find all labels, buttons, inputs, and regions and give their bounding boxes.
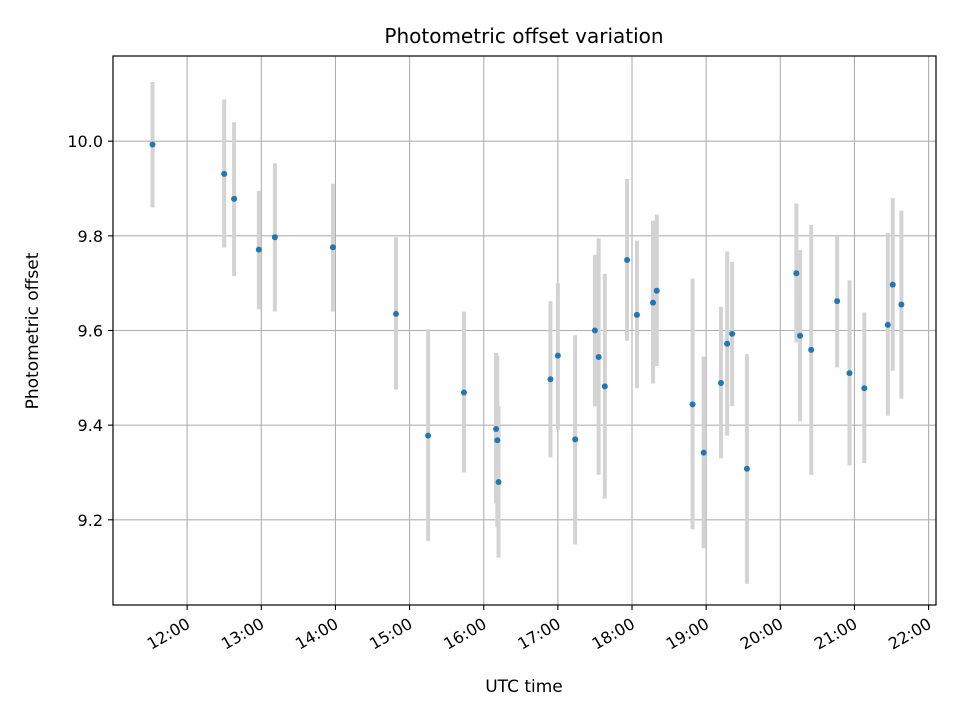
data-point — [271, 234, 278, 241]
data-point — [743, 465, 750, 472]
data-point — [898, 301, 905, 308]
data-point — [495, 478, 502, 485]
chart-title: Photometric offset variation — [384, 24, 663, 48]
data-point — [221, 170, 228, 177]
data-point — [460, 389, 467, 396]
data-point — [425, 432, 432, 439]
data-point — [572, 436, 579, 443]
data-point — [861, 385, 868, 392]
y-tick-label: 9.6 — [78, 322, 103, 341]
data-point — [595, 354, 602, 361]
data-point — [329, 244, 336, 251]
data-point — [633, 311, 640, 318]
data-point — [700, 449, 707, 456]
y-tick-label: 9.4 — [78, 416, 103, 435]
data-point — [834, 298, 841, 305]
data-point — [650, 299, 657, 306]
y-tick-label: 10.0 — [67, 132, 103, 151]
data-point — [591, 327, 598, 334]
y-tick-label: 9.2 — [78, 511, 103, 530]
data-point — [624, 256, 631, 263]
data-point — [653, 287, 660, 294]
data-point — [255, 246, 262, 253]
y-axis-title: Photometric offset — [23, 252, 43, 409]
data-point — [797, 332, 804, 339]
data-point — [884, 321, 891, 328]
data-point — [724, 340, 731, 347]
data-point — [392, 310, 399, 317]
y-axis-ticks: 9.2 9.4 9.6 9.8 10.0 — [67, 132, 113, 530]
data-point — [808, 346, 815, 353]
data-point — [689, 401, 696, 408]
data-points — [149, 141, 905, 485]
data-point — [231, 195, 238, 202]
data-point — [493, 425, 500, 432]
data-point — [149, 141, 156, 148]
data-point — [793, 270, 800, 277]
y-tick-label: 9.8 — [78, 227, 103, 246]
data-point — [729, 330, 736, 337]
data-point — [494, 437, 501, 444]
data-point — [889, 281, 896, 288]
x-axis-title: UTC time — [485, 677, 563, 697]
data-point — [601, 383, 608, 390]
data-point — [717, 380, 724, 387]
data-point — [846, 370, 853, 377]
data-point — [554, 352, 561, 359]
data-point — [547, 376, 554, 383]
